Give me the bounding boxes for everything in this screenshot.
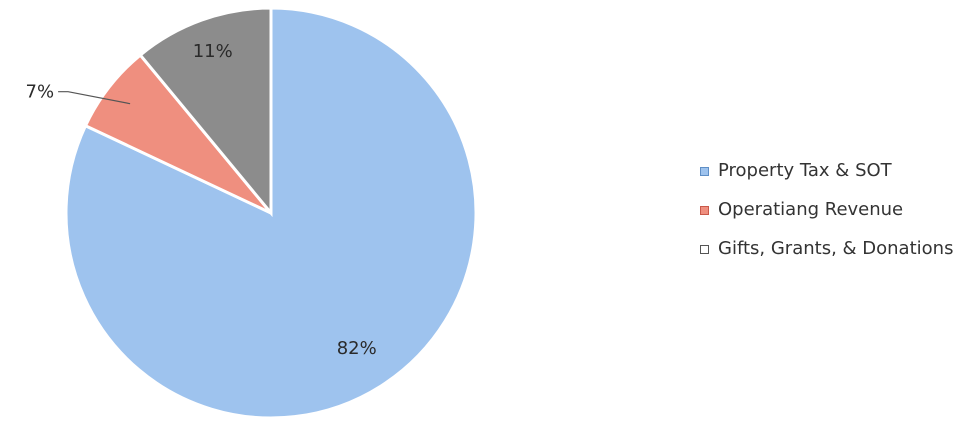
pie-slice-2 [138, 6, 273, 218]
pie-data-label-2: 11% [193, 41, 233, 62]
pie-data-label-1: 7% [26, 82, 55, 103]
pie-leader-line-1 [58, 91, 131, 105]
legend: Property Tax & SOT Operatiang Revenue Gi… [700, 160, 953, 260]
legend-item-operating-revenue: Operatiang Revenue [700, 199, 953, 221]
legend-label: Operatiang Revenue [718, 199, 904, 220]
legend-label: Gifts, Grants, & Donations [718, 238, 954, 259]
legend-swatch [700, 166, 709, 176]
legend-item-property-tax: Property Tax & SOT [700, 160, 953, 182]
legend-item-gifts-grants-donations: Gifts, Grants, & Donations [700, 238, 953, 260]
legend-swatch [700, 205, 709, 215]
pie-data-label-0: 82% [337, 338, 377, 359]
legend-swatch [700, 244, 709, 254]
legend-label: Property Tax & SOT [718, 160, 892, 181]
